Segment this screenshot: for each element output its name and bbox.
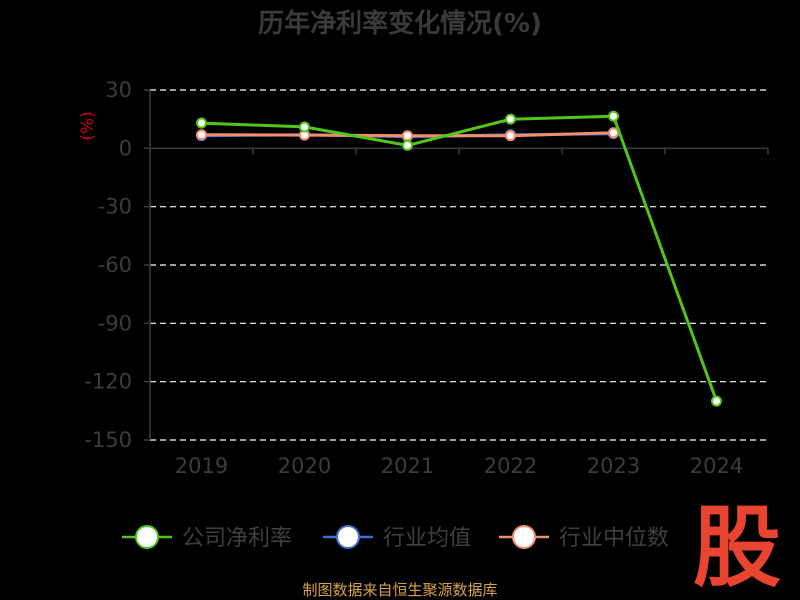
y-tick-label: -150 [84,428,132,452]
y-tick-label: 0 [119,136,132,160]
x-tick-label: 2021 [381,454,434,478]
data-point [608,127,619,139]
data-point [402,139,413,151]
x-tick-labels: 2019 2020 2021 2022 2023 2024 [175,454,743,478]
legend-item[interactable]: 行业均值 [323,525,471,551]
series-line [201,114,718,402]
x-tick-label: 2022 [484,454,537,478]
data-point [711,395,722,407]
y-tick-label: -120 [84,370,132,394]
x-tick-label: 2019 [175,454,228,478]
brand-logo: 股 [693,496,781,599]
chart-title: 历年净利率变化情况(%) [258,8,542,39]
x-tick-label: 2024 [690,454,743,478]
data-point [402,130,413,142]
x-tick-label: 2020 [278,454,331,478]
series-lines [196,110,722,407]
data-point [608,110,619,122]
legend-label: 公司净利率 [182,526,292,551]
legend[interactable]: 公司净利率 行业均值 行业中位数 [122,525,669,551]
data-point [505,113,516,125]
y-tick-labels: 30 0 -30 -60 -90 -120 -150 [84,78,132,452]
legend-label: 行业中位数 [559,526,669,551]
axes [144,89,769,441]
x-tick-label: 2023 [587,454,640,478]
legend-marker [336,525,360,549]
legend-item[interactable]: 行业中位数 [499,525,669,551]
y-tick-label: -90 [98,311,132,335]
data-point [196,129,207,141]
data-source: 制图数据来自恒生聚源数据库 [302,581,497,599]
legend-label: 行业均值 [383,526,471,551]
legend-marker [135,525,159,549]
y-tick-label: -60 [98,253,132,277]
data-point [505,130,516,142]
y-tick-label: 30 [105,78,132,102]
y-tick-label: -30 [98,195,132,219]
legend-marker [512,525,536,549]
legend-item[interactable]: 公司净利率 [122,525,292,551]
grid-lines [150,89,768,441]
data-point [196,117,207,129]
y-axis-label: (%) [78,111,98,140]
data-point [299,121,310,133]
